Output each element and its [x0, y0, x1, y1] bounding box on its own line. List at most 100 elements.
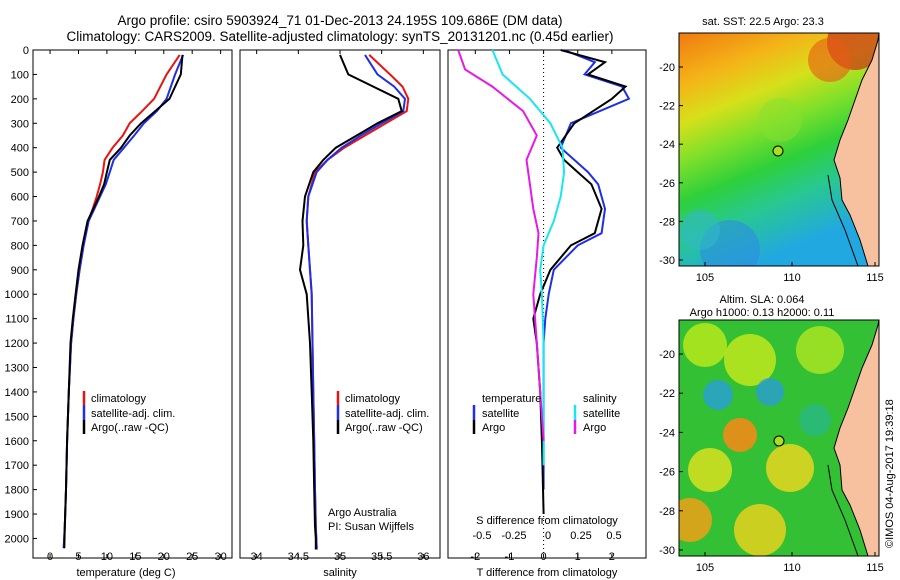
legend-argo: Argo(..raw -QC)	[91, 422, 169, 434]
x-tick-label: 35.5	[371, 551, 392, 563]
legend-climatology-2: climatology	[345, 393, 401, 405]
float-location-marker-2	[773, 435, 785, 447]
salinity-legend: climatology satellite-adj. clim. Argo(..…	[336, 391, 429, 434]
x-tick-label: 35	[334, 551, 346, 563]
depth-tick-label: 1200	[5, 338, 29, 350]
depth-tick-label: 100	[11, 69, 29, 81]
sla-map	[678, 319, 880, 557]
legend-argo-2: Argo(..raw -QC)	[345, 422, 423, 434]
x-tick-label: 1	[575, 551, 581, 563]
map-lat-label: -22	[659, 388, 675, 400]
x-tick-label: 34	[251, 551, 263, 563]
depth-ticks: 0 100 200 300 400 500 600 700 800 900 1000 1100 1200…	[5, 45, 37, 545]
x-tick-label: 36	[417, 551, 429, 563]
depth-tick-label: 700	[11, 216, 29, 228]
depth-tick-label: 800	[11, 240, 29, 252]
x-tick-label: 34.5	[288, 551, 309, 563]
x-tick-label: 0	[541, 551, 547, 563]
map-lat-label: -20	[659, 62, 675, 74]
map-lat-label: -26	[659, 178, 675, 190]
depth-tick-label: 200	[11, 94, 29, 106]
credit-line-1: Argo Australia	[328, 507, 397, 519]
s-difference-ticks: -0.5 -0.25 0 0.25 0.5	[473, 530, 622, 542]
t-difference-xlabel: T difference from climatology	[477, 567, 618, 579]
x-tick-label: 30	[215, 551, 227, 563]
credit-line-2: PI: Susan Wijffels	[328, 521, 414, 533]
salinity-ticks: 34 34.5 35 35.5 36	[251, 50, 429, 563]
sst-map-frame	[678, 32, 880, 267]
legend-satellite-2: satellite-adj. clim.	[345, 408, 429, 420]
sla-map-title-2: Argo h1000: 0.13 h2000: 0.11	[690, 307, 835, 319]
map-lat-label: -30	[659, 255, 675, 267]
map-lat-label: -28	[659, 216, 675, 228]
depth-tick-label: 400	[11, 143, 29, 155]
series-line	[298, 54, 403, 550]
depth-tick-label: 500	[11, 167, 29, 179]
legend-satellite: satellite-adj. clim.	[91, 408, 175, 420]
x-tick-label: -2	[470, 551, 480, 563]
depth-tick-label: 1700	[5, 460, 29, 472]
depth-tick-label: 1000	[5, 289, 29, 301]
depth-tick-label: 1600	[5, 436, 29, 448]
x-tick-label: 10	[101, 551, 113, 563]
depth-tick-label: 1100	[5, 314, 29, 326]
salinity-axes	[239, 49, 441, 559]
sla-map-frame	[678, 319, 880, 557]
legend-s-argo: Argo	[583, 422, 606, 434]
legend-t-argo: Argo	[482, 422, 505, 434]
map-lon-label: 110	[783, 562, 801, 574]
map-lat-label: -26	[659, 467, 675, 479]
s-tick: -0.25	[501, 530, 526, 542]
series-line	[457, 49, 545, 441]
series-line	[63, 54, 184, 549]
land-mass	[833, 33, 879, 266]
land-mass-2	[833, 320, 879, 556]
depth-tick-label: 0	[23, 45, 29, 57]
map-lat-label: -20	[659, 349, 675, 361]
sst-map-title: sat. SST: 22.5 Argo: 23.3	[702, 16, 824, 28]
difference-legend: temperature satellite Argo salinity sate…	[472, 393, 620, 434]
s-tick: 0	[545, 530, 551, 542]
legend-s-satellite: satellite	[583, 408, 620, 420]
temperature-xlabel: temperature (deg C)	[76, 567, 175, 579]
temperature-axes	[32, 49, 233, 559]
map-lon-label: 105	[696, 562, 714, 574]
s-tick: 0.5	[606, 530, 621, 542]
depth-tick-label: 900	[11, 265, 29, 277]
x-tick-label: 15	[129, 551, 141, 563]
temperature-panel: 0100200300400500600700800900100011001200…	[5, 45, 233, 579]
depth-tick-label: 1900	[5, 509, 29, 521]
map-lon-label: 115	[866, 272, 884, 284]
x-tick-label: -1	[505, 551, 515, 563]
depth-tick-label: 1300	[5, 363, 29, 375]
s-tick: 0.25	[570, 530, 591, 542]
depth-tick-label: 300	[11, 118, 29, 130]
title-line-1: Argo profile: csiro 5903924_71 01-Dec-20…	[117, 13, 563, 28]
map-lat-label: -24	[659, 427, 675, 439]
map-lat-label: -24	[659, 139, 675, 151]
x-tick-label: 20	[158, 551, 170, 563]
map-lat-label: -22	[659, 101, 675, 113]
title-line-2: Climatology: CARS2009. Satellite-adjuste…	[66, 29, 614, 44]
temperature-lines	[62, 54, 185, 549]
s-tick: -0.5	[473, 530, 492, 542]
x-tick-label: 2	[609, 551, 615, 563]
sst-map	[678, 32, 880, 267]
difference-ticks: -2 -1 0 1 2	[470, 50, 615, 563]
map-ticks: -20 -22 -24 -26 -28 -30 105 110 115 -20 -22 -24 -26 -…	[659, 62, 884, 574]
salinity-panel: 34 34.5 35 35.5 36 salinity climatology sate…	[239, 49, 441, 579]
legend-t-satellite: satellite	[482, 408, 519, 420]
float-location-marker	[772, 145, 784, 157]
salinity-lines	[298, 54, 410, 550]
depth-tick-label: 1800	[5, 485, 29, 497]
legend-climatology: climatology	[91, 393, 147, 405]
difference-panel: -2 -1 0 1 2 T difference from climatology S …	[447, 49, 647, 579]
depth-tick-label: 1500	[5, 411, 29, 423]
x-tick-label: 0	[47, 551, 53, 563]
x-tick-label: 25	[186, 551, 198, 563]
x-tick-label: 5	[75, 551, 81, 563]
map-lon-label: 115	[866, 562, 884, 574]
map-lat-label: -30	[659, 545, 675, 557]
depth-tick-label: 600	[11, 192, 29, 204]
